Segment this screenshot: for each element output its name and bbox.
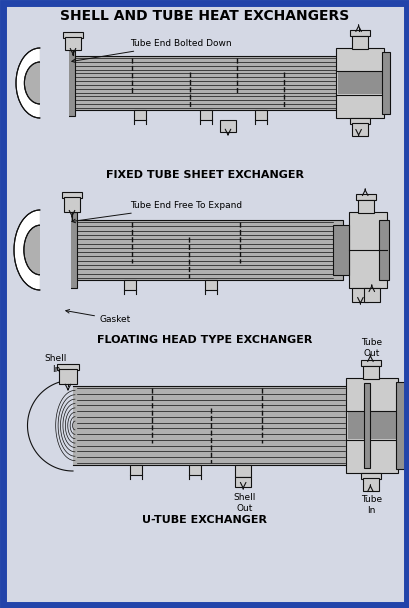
Bar xyxy=(59,369,77,384)
Bar xyxy=(254,110,266,120)
Ellipse shape xyxy=(16,48,64,118)
Text: U-TUBE EXCHANGER: U-TUBE EXCHANGER xyxy=(142,515,267,525)
Bar xyxy=(351,123,367,136)
Bar xyxy=(130,465,142,475)
Text: Shell
Out: Shell Out xyxy=(233,493,255,513)
Bar xyxy=(40,46,69,120)
Text: Gasket: Gasket xyxy=(65,309,131,324)
Bar xyxy=(351,36,367,49)
Bar xyxy=(345,378,397,473)
Bar xyxy=(362,366,378,379)
Bar xyxy=(235,465,251,477)
Bar xyxy=(363,383,369,468)
Text: Tube End Free To Expand: Tube End Free To Expand xyxy=(72,201,242,223)
Bar xyxy=(348,212,386,288)
Bar xyxy=(355,194,375,200)
Bar xyxy=(65,37,81,50)
Bar xyxy=(378,220,388,280)
Bar xyxy=(189,465,200,475)
Bar xyxy=(63,56,337,110)
Bar xyxy=(124,280,136,290)
Bar xyxy=(57,364,79,370)
Bar xyxy=(59,50,75,116)
Bar xyxy=(395,382,405,469)
Bar xyxy=(357,200,373,213)
Bar xyxy=(349,30,369,36)
Bar xyxy=(73,386,349,465)
Bar xyxy=(134,110,146,120)
Text: Tube End Bolted Down: Tube End Bolted Down xyxy=(72,39,231,63)
Bar xyxy=(360,360,380,366)
Bar xyxy=(362,478,378,491)
Bar xyxy=(200,110,211,120)
Bar xyxy=(337,72,381,94)
Bar xyxy=(352,288,368,302)
Bar xyxy=(205,280,217,290)
Bar xyxy=(360,473,380,479)
Bar xyxy=(64,197,80,212)
Bar xyxy=(62,192,82,198)
Bar xyxy=(63,32,83,38)
Ellipse shape xyxy=(25,62,56,104)
Bar xyxy=(347,412,395,439)
Text: SHELL AND TUBE HEAT EXCHANGERS: SHELL AND TUBE HEAT EXCHANGERS xyxy=(60,9,349,23)
Bar xyxy=(63,220,342,280)
Bar xyxy=(332,225,348,275)
Text: FLOATING HEAD TYPE EXCHANGER: FLOATING HEAD TYPE EXCHANGER xyxy=(97,335,312,345)
Text: Tube
In: Tube In xyxy=(360,496,381,515)
Bar xyxy=(220,120,236,132)
Bar xyxy=(381,52,389,114)
Ellipse shape xyxy=(24,225,56,275)
Bar xyxy=(59,212,77,288)
Bar xyxy=(40,208,71,292)
Bar xyxy=(363,288,379,302)
Text: Tube
Out: Tube Out xyxy=(360,338,381,358)
Bar xyxy=(349,118,369,124)
Text: Shell
In: Shell In xyxy=(45,354,67,374)
Bar xyxy=(335,48,383,118)
Text: FIXED TUBE SHEET EXCHANGER: FIXED TUBE SHEET EXCHANGER xyxy=(106,170,303,180)
Ellipse shape xyxy=(14,210,66,290)
Bar xyxy=(235,477,251,487)
